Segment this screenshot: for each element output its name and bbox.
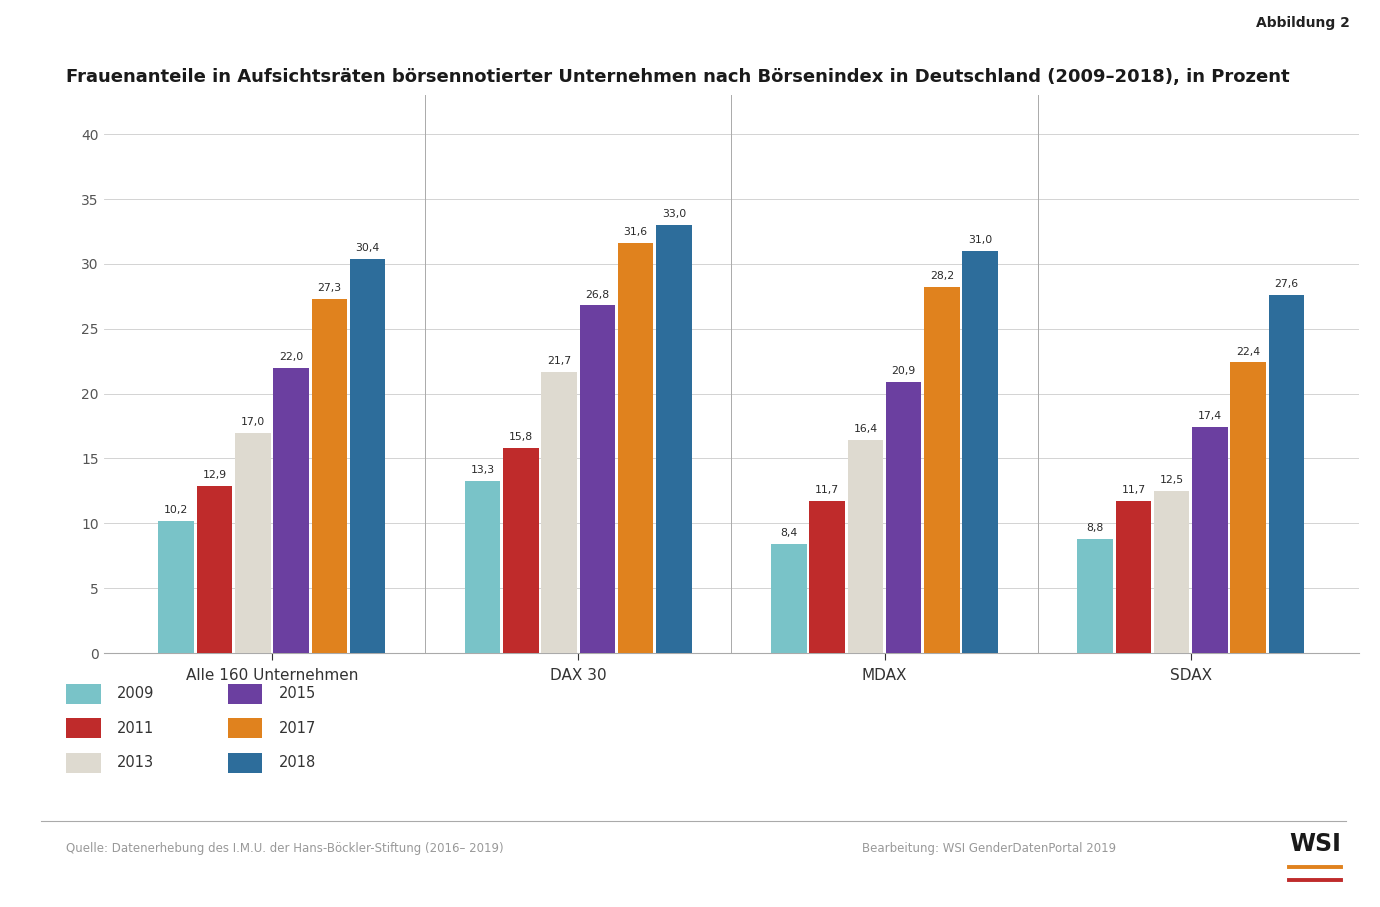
Text: 2018: 2018	[279, 756, 316, 770]
Text: 12,9: 12,9	[203, 470, 226, 480]
Text: 31,0: 31,0	[969, 235, 992, 245]
Text: 33,0: 33,0	[662, 210, 686, 219]
Text: 8,4: 8,4	[780, 528, 798, 538]
Bar	[235, 433, 270, 653]
Text: 15,8: 15,8	[509, 433, 533, 443]
Text: Frauenanteile in Aufsichtsräten börsennotierter Unternehmen nach Börsenindex in : Frauenanteile in Aufsichtsräten börsenno…	[66, 68, 1290, 86]
Bar	[541, 372, 577, 653]
Bar	[1078, 539, 1112, 653]
Bar	[809, 502, 845, 653]
Bar	[159, 521, 195, 653]
Bar	[1154, 491, 1190, 653]
Bar	[925, 288, 959, 653]
Bar	[1192, 427, 1228, 653]
Bar	[656, 225, 691, 653]
Bar	[465, 481, 501, 653]
Bar	[1268, 295, 1304, 653]
Text: 16,4: 16,4	[853, 424, 878, 434]
Bar	[1231, 363, 1265, 653]
Bar	[312, 299, 348, 653]
Text: 27,6: 27,6	[1275, 279, 1299, 289]
Text: 27,3: 27,3	[317, 283, 341, 293]
Text: 8,8: 8,8	[1086, 523, 1104, 533]
Bar	[771, 544, 807, 653]
Bar	[351, 258, 385, 653]
Text: Quelle: Datenerhebung des I.M.U. der Hans-Böckler-Stiftung (2016– 2019): Quelle: Datenerhebung des I.M.U. der Han…	[66, 842, 504, 854]
Bar	[618, 243, 654, 653]
Text: 31,6: 31,6	[624, 228, 647, 238]
Text: 11,7: 11,7	[816, 485, 839, 495]
Text: Abbildung 2: Abbildung 2	[1256, 16, 1350, 30]
Text: 22,0: 22,0	[279, 352, 304, 362]
Text: 10,2: 10,2	[164, 505, 188, 515]
Bar	[886, 382, 922, 653]
Bar	[504, 448, 538, 653]
Text: 11,7: 11,7	[1122, 485, 1145, 495]
Text: 26,8: 26,8	[585, 289, 610, 299]
Bar	[273, 367, 309, 653]
Bar	[580, 306, 615, 653]
Bar	[847, 440, 883, 653]
Text: 22,4: 22,4	[1236, 346, 1260, 356]
Text: 28,2: 28,2	[930, 271, 954, 281]
Bar	[197, 486, 232, 653]
Text: 21,7: 21,7	[546, 356, 571, 366]
Text: 2009: 2009	[117, 687, 155, 701]
Text: 17,4: 17,4	[1198, 412, 1223, 422]
Text: Bearbeitung: WSI GenderDatenPortal 2019: Bearbeitung: WSI GenderDatenPortal 2019	[862, 842, 1116, 854]
Text: 13,3: 13,3	[471, 464, 494, 474]
Text: 30,4: 30,4	[356, 243, 380, 253]
Text: 2013: 2013	[117, 756, 155, 770]
Text: 17,0: 17,0	[240, 416, 265, 426]
Text: 12,5: 12,5	[1159, 475, 1184, 485]
Bar	[962, 251, 998, 653]
Text: WSI: WSI	[1289, 832, 1341, 855]
Text: 2015: 2015	[279, 687, 316, 701]
Text: 2011: 2011	[117, 721, 155, 736]
Text: 20,9: 20,9	[891, 366, 916, 376]
Text: 2017: 2017	[279, 721, 316, 736]
Bar	[1115, 502, 1151, 653]
